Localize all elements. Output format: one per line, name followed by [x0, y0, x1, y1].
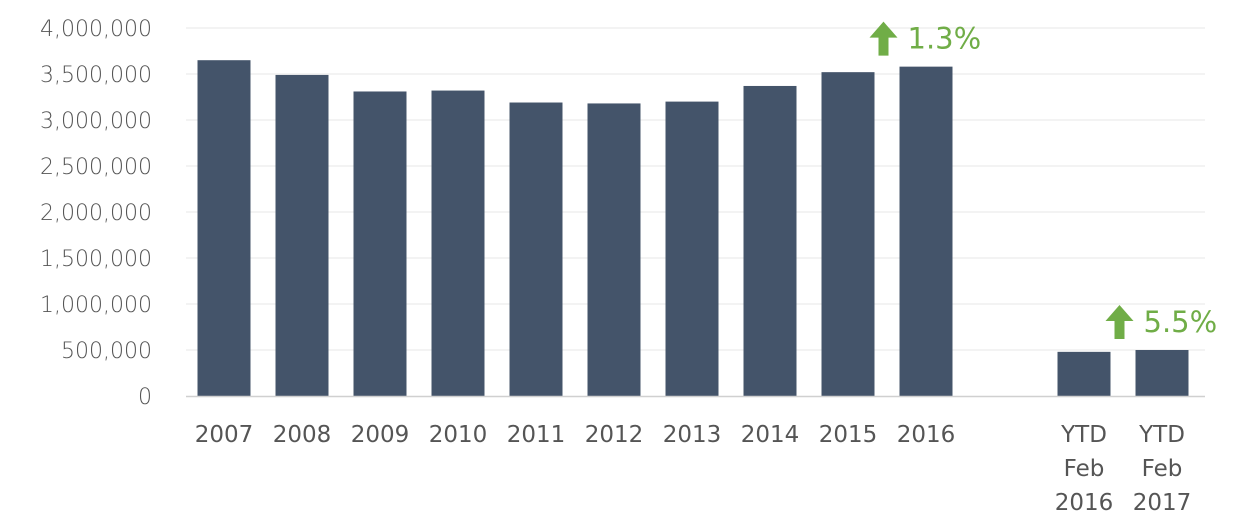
- growth-annotation: 1.3%: [869, 21, 982, 56]
- bar: [431, 90, 485, 396]
- y-tick-label: 2,000,000: [40, 201, 152, 226]
- bar: [743, 85, 797, 397]
- arrow-up-icon: [1105, 305, 1134, 339]
- x-tick-label: 2011: [507, 422, 566, 448]
- x-tick-label: 2007: [195, 422, 254, 448]
- bar: [275, 74, 329, 397]
- y-tick-label: 3,500,000: [40, 63, 152, 88]
- x-tick-label: 2014: [741, 422, 800, 448]
- growth-annotation: 5.5%: [1105, 305, 1218, 339]
- bar: [1135, 350, 1189, 396]
- x-tick-label: YTD Feb 2017: [1133, 422, 1192, 516]
- labels: 0 500,000 1,000,000 1,500,000 2,000,000 2,500…: [40, 17, 1191, 516]
- y-tick-label: 500,000: [61, 339, 152, 364]
- y-tick-label: 1,000,000: [40, 293, 152, 318]
- x-tick-label: 2009: [351, 422, 410, 448]
- y-tick-label: 1,500,000: [40, 247, 152, 272]
- x-tick-label: 2013: [663, 422, 722, 448]
- bar: [197, 60, 251, 396]
- y-tick-label: 4,000,000: [40, 17, 152, 42]
- x-tick-label: YTD Feb 2016: [1055, 422, 1114, 516]
- x-tick-label: 2015: [819, 422, 878, 448]
- bar: [665, 101, 719, 396]
- x-tick-label: 2012: [585, 422, 644, 448]
- x-tick-label: 2008: [273, 422, 332, 448]
- bar: [821, 72, 875, 396]
- y-tick-label: 3,000,000: [40, 109, 152, 134]
- bar: [509, 102, 563, 397]
- x-tick-label: 2010: [429, 422, 488, 448]
- y-tick-label: 2,500,000: [40, 155, 152, 180]
- growth-percent-label: 5.5%: [1144, 305, 1218, 339]
- annotations: 1.3% 5.5%: [869, 21, 1218, 339]
- growth-percent-label: 1.3%: [908, 22, 982, 56]
- bar: [1057, 351, 1111, 396]
- x-tick-label: 2016: [897, 422, 956, 448]
- bars: [197, 60, 1189, 397]
- bar: [587, 103, 641, 396]
- y-tick-label: 0: [138, 385, 152, 410]
- arrow-up-icon: [869, 21, 898, 56]
- bar: [899, 66, 953, 396]
- bar: [353, 91, 407, 396]
